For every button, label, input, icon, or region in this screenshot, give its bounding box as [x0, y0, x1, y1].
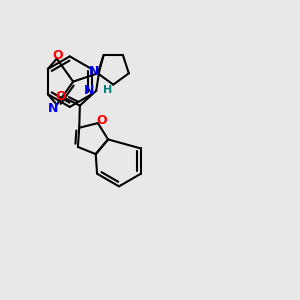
Text: O: O — [56, 90, 67, 103]
Text: O: O — [52, 49, 63, 62]
Text: N: N — [89, 65, 99, 78]
Text: O: O — [96, 114, 107, 127]
Text: N: N — [84, 84, 95, 97]
Text: N: N — [48, 102, 58, 115]
Text: H: H — [103, 85, 112, 95]
